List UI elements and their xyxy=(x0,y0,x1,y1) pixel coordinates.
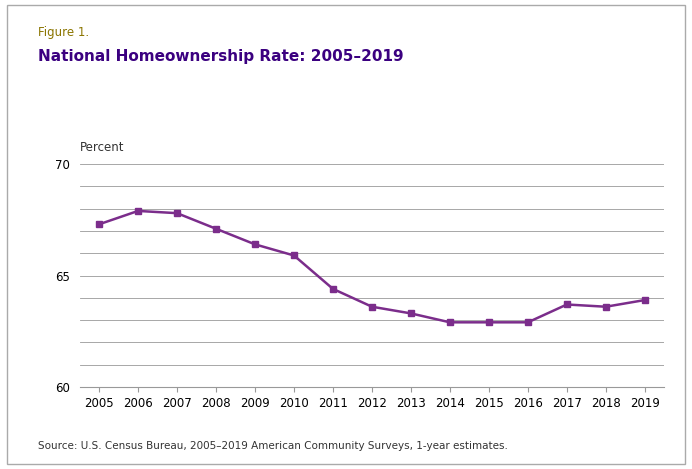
Text: Source: U.S. Census Bureau, 2005–2019 American Community Surveys, 1-year estimat: Source: U.S. Census Bureau, 2005–2019 Am… xyxy=(38,441,508,451)
Text: Percent: Percent xyxy=(80,141,124,154)
Text: Figure 1.: Figure 1. xyxy=(38,26,89,39)
Text: National Homeownership Rate: 2005–2019: National Homeownership Rate: 2005–2019 xyxy=(38,49,403,64)
